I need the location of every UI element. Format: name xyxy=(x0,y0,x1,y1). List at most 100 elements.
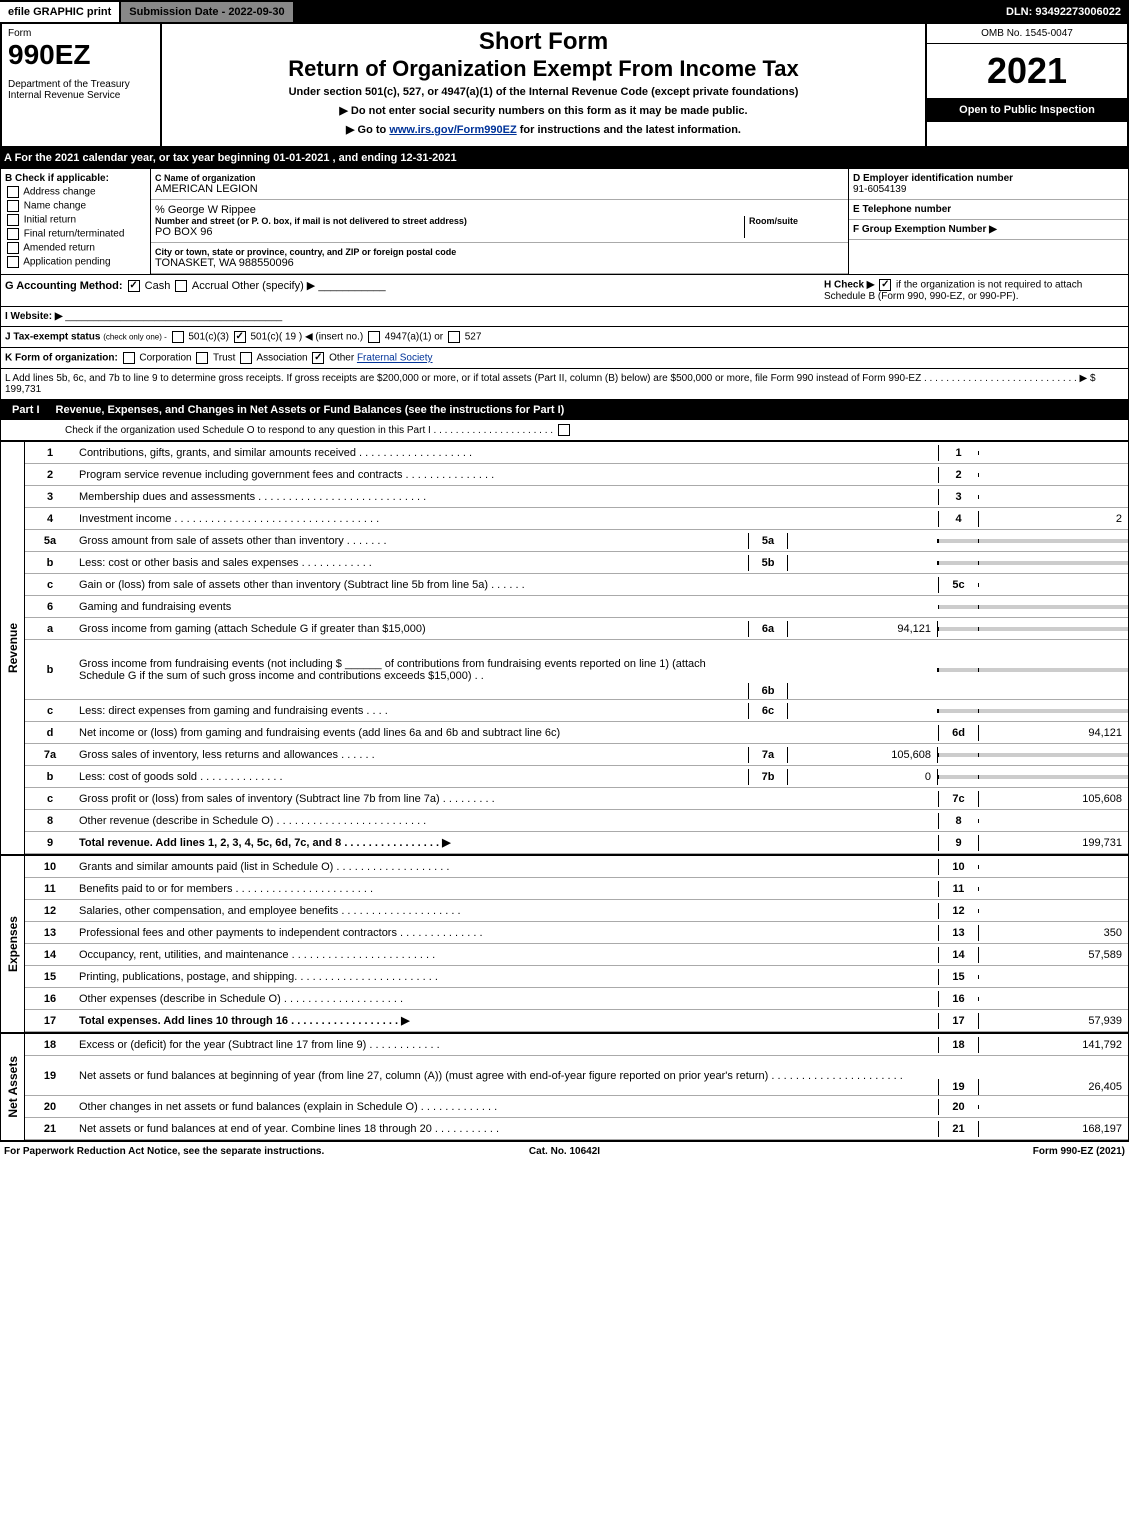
cb-final-return[interactable]: Final return/terminated xyxy=(5,228,146,240)
line-6-box-shaded xyxy=(938,605,978,609)
line-20-desc: Other changes in net assets or fund bala… xyxy=(75,1099,938,1115)
line-3-box: 3 xyxy=(938,489,978,505)
box-c: C Name of organization AMERICAN LEGION %… xyxy=(151,169,848,274)
line-4-val: 2 xyxy=(978,511,1128,527)
top-bar: efile GRAPHIC print Submission Date - 20… xyxy=(0,0,1129,24)
line-2-val xyxy=(978,473,1128,477)
org-name: AMERICAN LEGION xyxy=(155,183,844,195)
line-9-val: 199,731 xyxy=(978,835,1128,851)
line-6b-val-shaded xyxy=(978,668,1128,672)
line-6a-subval: 94,121 xyxy=(788,621,938,637)
cb-schedule-b[interactable] xyxy=(879,279,891,291)
line-5c-val xyxy=(978,583,1128,587)
line-15-no: 15 xyxy=(25,969,75,985)
cb-527[interactable] xyxy=(448,331,460,343)
line-7b-box-shaded xyxy=(938,775,978,779)
line-6a-desc: Gross income from gaming (attach Schedul… xyxy=(75,621,748,637)
line-6b-desc: Gross income from fundraising events (no… xyxy=(75,656,748,684)
box-i-label: I Website: ▶ xyxy=(5,311,63,322)
line-7a-sub: 7a xyxy=(748,747,788,763)
footer-cat-no: Cat. No. 10642I xyxy=(378,1146,752,1157)
cb-name-change[interactable]: Name change xyxy=(5,200,146,212)
cb-amended-return[interactable]: Amended return xyxy=(5,242,146,254)
cash-label: Cash xyxy=(145,280,171,292)
line-6c-sub: 6c xyxy=(748,703,788,719)
line-7b-desc: Less: cost of goods sold . . . . . . . .… xyxy=(75,769,748,785)
line-17-desc: Total expenses. Add lines 10 through 16 … xyxy=(75,1012,938,1029)
line-16-box: 16 xyxy=(938,991,978,1007)
line-6a-sub: 6a xyxy=(748,621,788,637)
expenses-vlabel: Expenses xyxy=(0,855,24,1033)
addr-label: Number and street (or P. O. box, if mail… xyxy=(155,216,744,226)
line-7c-box: 7c xyxy=(938,791,978,807)
line-19-desc: Net assets or fund balances at beginning… xyxy=(75,1068,938,1084)
line-10-val xyxy=(978,865,1128,869)
opt-501c19: 501(c)( 19 ) ◀ (insert no.) xyxy=(250,332,363,343)
cb-initial-return[interactable]: Initial return xyxy=(5,214,146,226)
line-15-val xyxy=(978,975,1128,979)
cb-501c3[interactable] xyxy=(172,331,184,343)
line-5b-box-shaded xyxy=(938,561,978,565)
box-e-label: E Telephone number xyxy=(853,204,1124,215)
opt-corporation: Corporation xyxy=(139,353,191,364)
line-15-box: 15 xyxy=(938,969,978,985)
opt-4947: 4947(a)(1) or xyxy=(385,332,443,343)
opt-other-label: Other xyxy=(329,353,354,364)
netassets-vlabel: Net Assets xyxy=(0,1033,24,1141)
row-g-h: G Accounting Method: Cash Accrual Other … xyxy=(0,275,1129,307)
line-16-val xyxy=(978,997,1128,1001)
line-21-box: 21 xyxy=(938,1121,978,1137)
cb-schedule-o[interactable] xyxy=(558,424,570,436)
line-5c-desc: Gain or (loss) from sale of assets other… xyxy=(75,577,938,593)
cb-cash[interactable] xyxy=(128,280,140,292)
footer-paperwork: For Paperwork Reduction Act Notice, see … xyxy=(4,1146,378,1157)
line-17-box: 17 xyxy=(938,1013,978,1029)
line-5a-box-shaded xyxy=(938,539,978,543)
line-8-no: 8 xyxy=(25,813,75,829)
line-12-box: 12 xyxy=(938,903,978,919)
line-6c-subval xyxy=(788,709,938,713)
ein-value: 91-6054139 xyxy=(853,184,1124,195)
line-14-desc: Occupancy, rent, utilities, and maintena… xyxy=(75,947,938,963)
box-b: B Check if applicable: Address change Na… xyxy=(1,169,151,274)
line-7b-sub: 7b xyxy=(748,769,788,785)
line-15-desc: Printing, publications, postage, and shi… xyxy=(75,969,938,985)
line-12-val xyxy=(978,909,1128,913)
line-19-val: 26,405 xyxy=(978,1079,1128,1095)
efile-label: efile GRAPHIC print xyxy=(0,2,119,22)
form-header: Form 990EZ Department of the Treasury In… xyxy=(0,24,1129,148)
line-11-desc: Benefits paid to or for members . . . . … xyxy=(75,881,938,897)
line-6-val-shaded xyxy=(978,605,1128,609)
line-10-no: 10 xyxy=(25,859,75,875)
line-7c-val: 105,608 xyxy=(978,791,1128,807)
line-1-box: 1 xyxy=(938,445,978,461)
cb-address-change[interactable]: Address change xyxy=(5,186,146,198)
cb-accrual[interactable] xyxy=(175,280,187,292)
line-11-box: 11 xyxy=(938,881,978,897)
cb-other-org[interactable] xyxy=(312,352,324,364)
line-3-val xyxy=(978,495,1128,499)
cb-application-pending[interactable]: Application pending xyxy=(5,256,146,268)
line-6c-desc: Less: direct expenses from gaming and fu… xyxy=(75,703,748,719)
line-18-val: 141,792 xyxy=(978,1037,1128,1053)
cb-4947[interactable] xyxy=(368,331,380,343)
care-of: % George W Rippee xyxy=(155,204,844,216)
line-6a-box-shaded xyxy=(938,627,978,631)
line-6b-box-shaded xyxy=(938,668,978,672)
dln-number: DLN: 93492273006022 xyxy=(998,2,1129,22)
expenses-section: Expenses 10Grants and similar amounts pa… xyxy=(0,855,1129,1033)
line-18-box: 18 xyxy=(938,1037,978,1053)
line-6c-val-shaded xyxy=(978,709,1128,713)
main-title: Return of Organization Exempt From Incom… xyxy=(166,56,921,82)
cb-corporation[interactable] xyxy=(123,352,135,364)
cb-association[interactable] xyxy=(240,352,252,364)
irs-link[interactable]: www.irs.gov/Form990EZ xyxy=(389,124,516,136)
line-5c-box: 5c xyxy=(938,577,978,593)
line-7a-val-shaded xyxy=(978,753,1128,757)
box-j-label: J Tax-exempt status xyxy=(5,332,100,343)
row-j: J Tax-exempt status (check only one) - 5… xyxy=(0,327,1129,348)
cb-trust[interactable] xyxy=(196,352,208,364)
cb-501c[interactable] xyxy=(234,331,246,343)
omb-number: OMB No. 1545-0047 xyxy=(927,24,1127,44)
line-18-no: 18 xyxy=(25,1037,75,1053)
